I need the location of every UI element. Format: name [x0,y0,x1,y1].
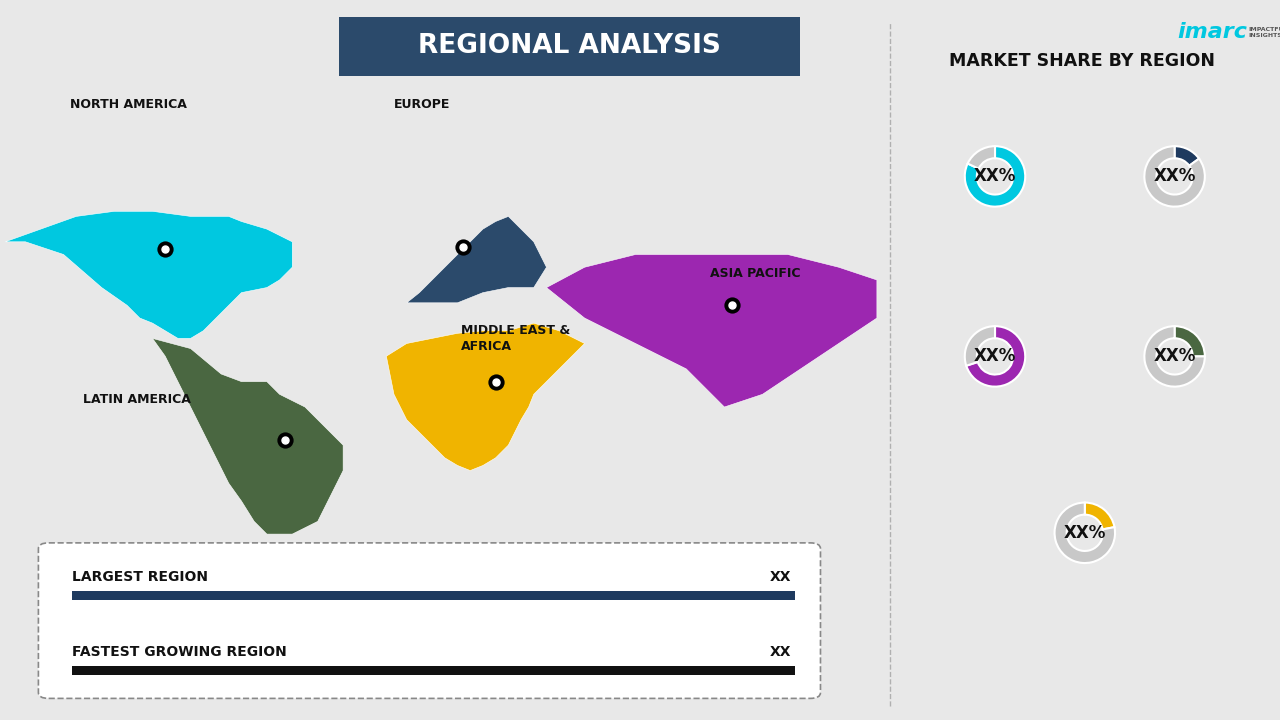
Text: XX%: XX% [974,167,1016,185]
Text: LATIN AMERICA: LATIN AMERICA [83,393,191,406]
Wedge shape [968,146,995,168]
Bar [72,666,795,675]
Text: REGIONAL ANALYSIS: REGIONAL ANALYSIS [419,33,721,59]
Text: FASTEST GROWING REGION: FASTEST GROWING REGION [72,645,287,660]
Wedge shape [1175,146,1199,166]
Text: EUROPE: EUROPE [394,98,451,111]
Bar [72,591,795,600]
Text: XX: XX [769,570,791,585]
Wedge shape [965,326,995,366]
Polygon shape [387,323,585,471]
Text: XX%: XX% [1153,347,1196,365]
Text: imarc: imarc [1178,22,1247,42]
Polygon shape [152,338,343,534]
Text: XX: XX [769,645,791,660]
Wedge shape [965,146,1025,207]
Text: LARGEST REGION: LARGEST REGION [72,570,207,585]
FancyBboxPatch shape [339,17,800,76]
Wedge shape [966,326,1025,387]
Text: XX%: XX% [1064,524,1106,541]
Wedge shape [1144,146,1204,207]
Polygon shape [547,254,877,407]
Text: ASIA PACIFIC: ASIA PACIFIC [710,267,801,280]
Wedge shape [1084,503,1115,529]
Wedge shape [1144,326,1204,387]
Wedge shape [1175,326,1204,356]
Polygon shape [407,217,547,303]
FancyBboxPatch shape [38,543,820,698]
Text: XX%: XX% [1153,167,1196,185]
Text: NORTH AMERICA: NORTH AMERICA [70,98,187,111]
Text: MARKET SHARE BY REGION: MARKET SHARE BY REGION [948,52,1215,70]
Text: XX%: XX% [974,347,1016,365]
Text: IMPACTFUL
INSIGHTS: IMPACTFUL INSIGHTS [1248,27,1280,38]
Wedge shape [1055,503,1115,563]
Polygon shape [5,211,292,338]
Text: MIDDLE EAST &
AFRICA: MIDDLE EAST & AFRICA [461,324,570,353]
